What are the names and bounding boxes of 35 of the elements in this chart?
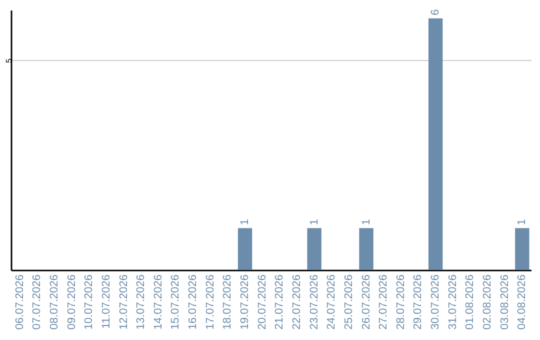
data-label: 6 — [430, 9, 442, 16]
x-tick-label: 04.08.2026 — [516, 274, 528, 330]
data-label: 1 — [239, 218, 252, 226]
x-tick-label: 07.07.2026 — [31, 274, 44, 330]
x-tick-label: 31.07.2026 — [446, 274, 459, 330]
x-tick-label: 30.07.2026 — [430, 274, 442, 330]
x-tick-label: 28.07.2026 — [394, 274, 407, 330]
x-tick-label: 15.07.2026 — [170, 274, 182, 330]
x-tick-label: 18.07.2026 — [222, 274, 234, 330]
x-tick-label: 29.07.2026 — [412, 274, 424, 330]
data-label: 1 — [308, 218, 320, 226]
x-tick-label: 11.07.2026 — [100, 274, 112, 329]
x-tick-label: 08.07.2026 — [48, 274, 60, 330]
x-tick-label: 22.07.2026 — [290, 274, 303, 330]
x-tick-label: 19.07.2026 — [239, 274, 252, 330]
data-label: 1 — [360, 218, 372, 226]
x-tick-label: 21.07.2026 — [274, 274, 286, 330]
x-tick-label: 09.07.2026 — [66, 274, 78, 330]
x-tick-label: 23.07.2026 — [308, 274, 320, 330]
x-tick-label: 25.07.2026 — [342, 274, 355, 330]
x-tick-label: 06.07.2026 — [14, 274, 26, 330]
x-tick-label: 14.07.2026 — [152, 274, 164, 330]
x-tick-label: 03.08.2026 — [498, 274, 511, 330]
data-label: 1 — [516, 218, 528, 226]
x-tick-label: 24.07.2026 — [326, 274, 338, 330]
x-tick-label: 27.07.2026 — [378, 274, 390, 330]
x-tick-label: 02.08.2026 — [482, 274, 494, 330]
x-tick-label: 17.07.2026 — [204, 274, 216, 330]
x-tick-label: 16.07.2026 — [187, 274, 200, 330]
x-tick-label: 20.07.2026 — [256, 274, 268, 330]
x-tick-label: 13.07.2026 — [135, 274, 148, 330]
x-tick-label: 12.07.2026 — [118, 274, 130, 330]
x-tick-label: 10.07.2026 — [83, 274, 96, 330]
x-tick-label: 01.08.2026 — [464, 274, 476, 330]
x-tick-label: 26.07.2026 — [360, 274, 372, 330]
